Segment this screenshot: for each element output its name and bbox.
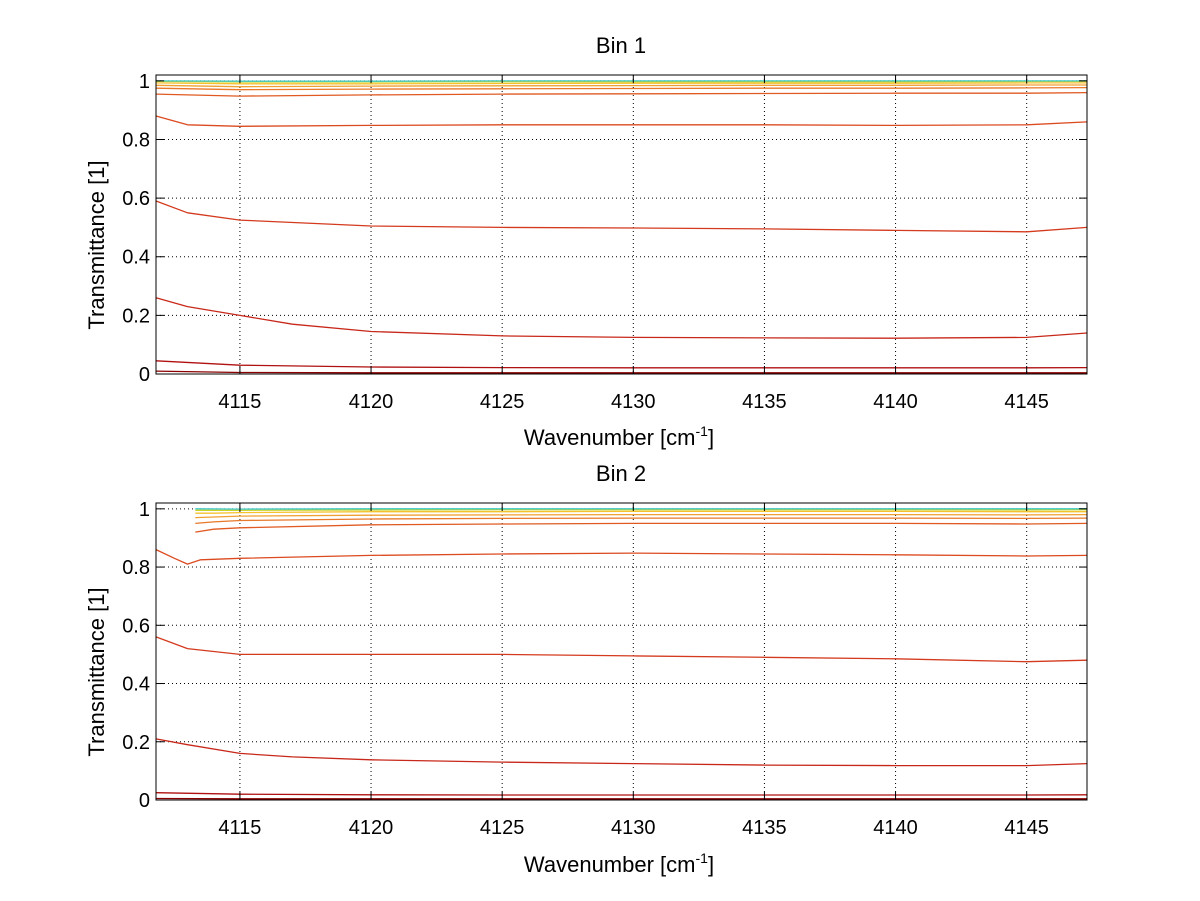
series-line-5 — [155, 115, 1088, 127]
y-tick-label: 0.4 — [122, 674, 150, 696]
series-line-10 — [195, 509, 1088, 511]
series-line-7 — [155, 86, 1088, 91]
plot-frame — [155, 502, 1088, 801]
x-tick-label: 4125 — [480, 817, 525, 839]
ticks: 4115 4120 4125 4130 4135 4140 4145 0 0.2 0.4 0.6 0.… — [122, 499, 1087, 839]
series-line-8 — [155, 84, 1087, 88]
ticks: 4115 4120 4125 4130 4135 4140 4145 0 0.2 0.4 0.6 0.… — [122, 71, 1087, 413]
y-tick-label: 0.6 — [122, 188, 150, 210]
x-tick-label: 4140 — [873, 817, 918, 839]
x-tick-label: 4115 — [218, 391, 261, 413]
series-line-8 — [195, 513, 1088, 519]
chart-title: Bin 1 — [596, 33, 646, 58]
x-tick-label: 4145 — [1004, 391, 1049, 413]
y-tick-label: 0.6 — [122, 615, 150, 637]
y-tick-label: 0 — [139, 364, 150, 386]
series-line-4 — [155, 200, 1088, 233]
series-line-6 — [195, 522, 1088, 533]
x-tick-label: 4130 — [611, 391, 656, 413]
series-line-3 — [155, 738, 1088, 767]
series-line-7 — [195, 517, 1088, 525]
x-tick-label: 4115 — [218, 817, 261, 839]
grid — [156, 503, 1087, 801]
x-tick-label: 4135 — [742, 817, 787, 839]
series-line-4 — [155, 636, 1088, 663]
y-tick-label: 0.2 — [122, 732, 150, 754]
y-tick-label: 0.2 — [122, 305, 150, 327]
plot-frame — [155, 74, 1088, 375]
y-axis-label: Transmittance [1] — [84, 160, 109, 329]
x-tick-label: 4120 — [349, 817, 394, 839]
y-tick-label: 0.8 — [122, 129, 150, 151]
y-tick-label: 0 — [139, 790, 150, 812]
x-tick-label: 4145 — [1004, 817, 1049, 839]
x-tick-label: 4130 — [611, 817, 656, 839]
series-group — [155, 508, 1088, 800]
chart-title: Bin 2 — [596, 461, 646, 486]
x-axis-label: Wavenumber [cm-1] — [524, 850, 714, 877]
y-tick-label: 1 — [139, 71, 150, 93]
y-tick-label: 0.4 — [122, 247, 150, 269]
chart-bin-2: Bin 2 4115 4120 4125 4130 4135 4140 4145 0 0.2 0.… — [84, 461, 1088, 877]
y-axis-label: Transmittance [1] — [84, 587, 109, 756]
x-tick-label: 4140 — [873, 391, 918, 413]
x-tick-label: 4135 — [742, 391, 787, 413]
series-line-3 — [155, 297, 1088, 339]
chart-bin-1: Bin 1 4115 4120 4125 4130 4135 4140 4145 0 0.2 0.… — [84, 33, 1088, 450]
y-tick-label: 1 — [139, 499, 150, 521]
x-tick-label: 4120 — [349, 391, 394, 413]
x-axis-label: Wavenumber [cm-1] — [524, 423, 714, 450]
y-tick-label: 0.8 — [122, 557, 150, 579]
series-line-9 — [195, 510, 1087, 514]
series-line-5 — [155, 549, 1088, 565]
series-line-9 — [155, 82, 1087, 85]
x-tick-label: 4125 — [480, 391, 525, 413]
series-line-6 — [155, 91, 1088, 97]
